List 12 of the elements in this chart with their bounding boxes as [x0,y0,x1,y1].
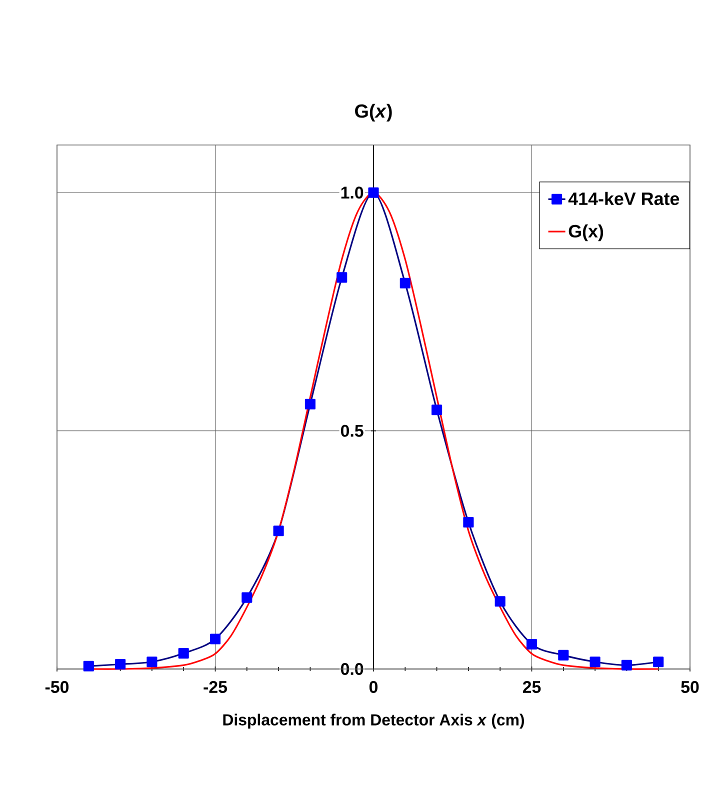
y-tick-label: 0.5 [340,424,364,437]
x-tick-label: 0 [369,680,378,693]
legend-label: G(x) [568,224,604,242]
y-tick-label: 1.0 [341,186,364,199]
x-axis-title: Displacement from Detector Axis x (cm) [223,714,524,729]
y-tick-label: 0.0 [340,663,364,676]
x-tick-label: -50 [45,680,69,693]
x-tick-label: 25 [522,680,541,693]
chart-title: G(x) [355,104,392,122]
x-tick-label: 50 [681,680,699,693]
legend-label: 414-keV Rate [568,192,680,206]
x-tick-label: -25 [204,680,228,693]
